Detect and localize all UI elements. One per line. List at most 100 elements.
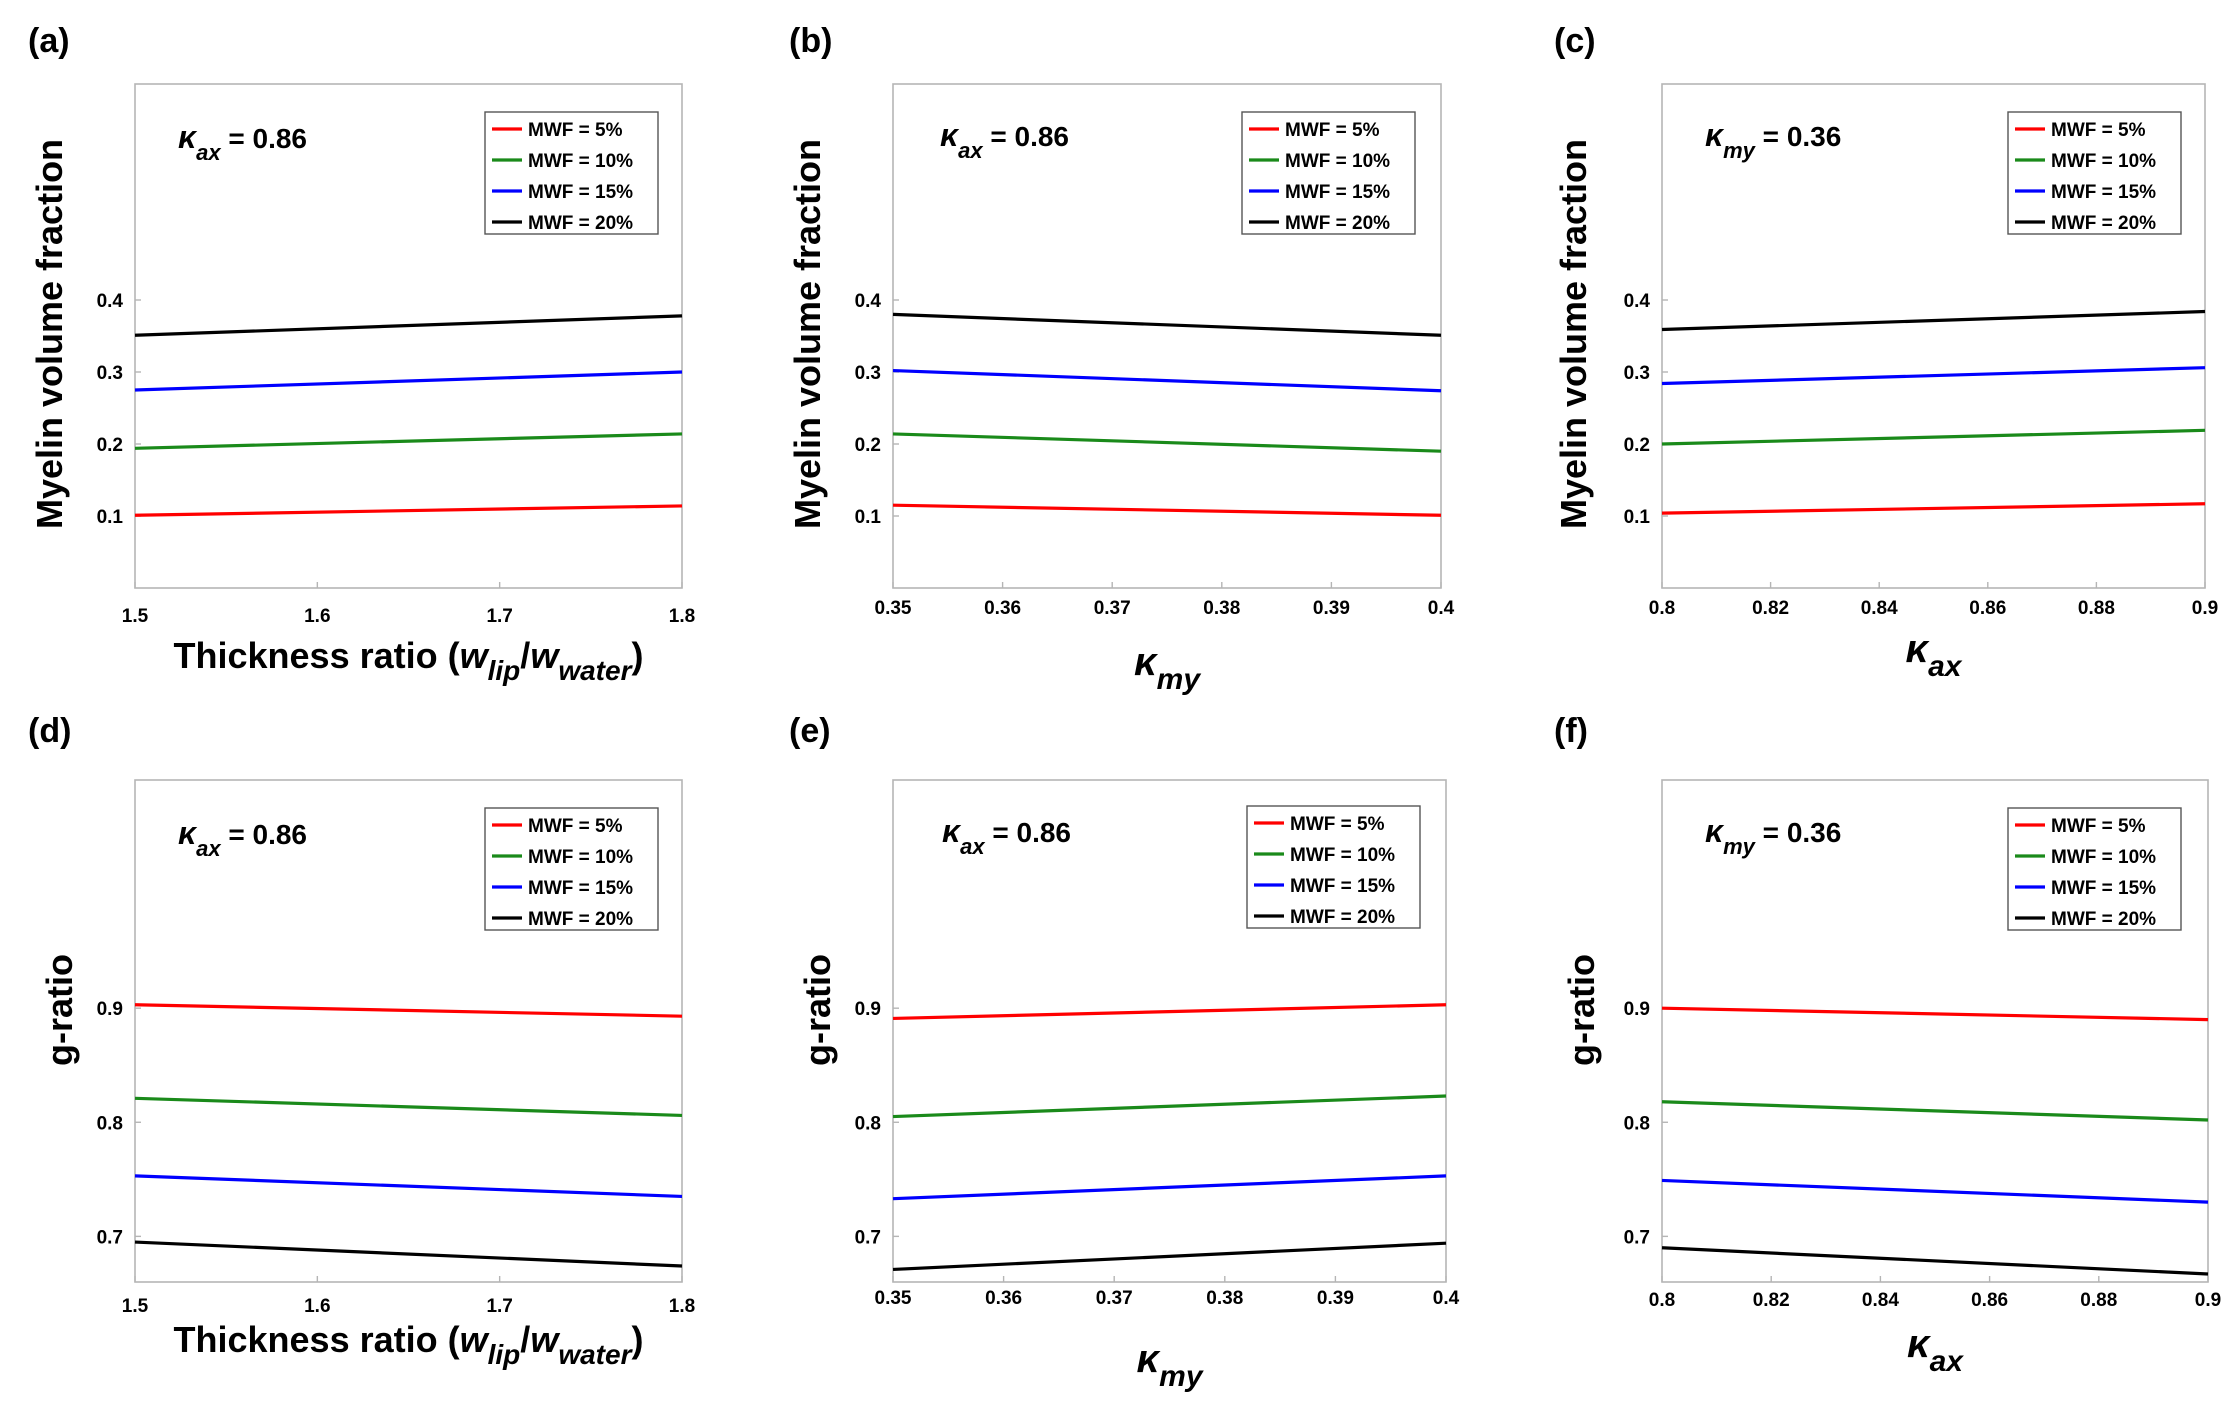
series-line-5pct: [892, 503, 1442, 517]
x-tick-label: 0.82: [1752, 598, 1789, 619]
x-tick-label: 0.35: [875, 598, 912, 619]
series-line-20pct: [134, 1240, 683, 1268]
x-tick-label: 0.9: [2192, 598, 2218, 619]
x-tick-label: 0.8: [1649, 598, 1675, 619]
series-line-10pct: [134, 1096, 683, 1118]
x-tick-label: 1.8: [669, 606, 695, 627]
plot-frame: [892, 779, 1447, 1283]
x-tick-label: 0.37: [1096, 1288, 1133, 1309]
panel-label: (e): [789, 712, 831, 750]
legend-entry: MWF = 20%: [2051, 909, 2156, 930]
legend-box: [484, 807, 659, 931]
legend-entry: MWF = 20%: [1285, 213, 1390, 234]
series-line-5pct: [892, 1003, 1447, 1021]
legend-entry: MWF = 20%: [528, 909, 633, 930]
legend: MWF = 5% MWF = 10% MWF = 15% MWF = 20%: [484, 807, 659, 931]
x-tick-label: 0.88: [2080, 1290, 2117, 1311]
panel-label: (d): [28, 712, 71, 750]
y-tick-label: 0.8: [855, 1113, 881, 1134]
legend-box: [2007, 807, 2182, 931]
series-line-10pct: [1661, 428, 2206, 446]
x-tick-label: 0.36: [984, 598, 1021, 619]
x-tick-label: 0.86: [1971, 1290, 2008, 1311]
legend-entry: MWF = 5%: [1290, 814, 1385, 835]
legend-box: [1241, 111, 1416, 235]
legend: MWF = 5% MWF = 10% MWF = 15% MWF = 20%: [1246, 805, 1421, 929]
y-tick-label: 0.4: [97, 291, 124, 312]
x-tick-label: 1.5: [122, 606, 149, 627]
series-line-10pct: [1661, 1100, 2209, 1122]
x-axis-title: κax: [1907, 1322, 1964, 1378]
parameter-annotation: κax = 0.86: [178, 815, 307, 861]
x-tick-label: 0.4: [1428, 598, 1455, 619]
y-tick-label: 0.7: [1624, 1227, 1650, 1248]
series-line-5pct: [1661, 502, 2206, 515]
y-axis-title: g-ratio: [39, 954, 80, 1066]
x-tick-label: 0.36: [985, 1288, 1022, 1309]
series-line-10pct: [892, 1094, 1447, 1119]
legend-entry: MWF = 20%: [528, 213, 633, 234]
legend-entry: MWF = 15%: [528, 878, 633, 899]
x-tick-label: 0.39: [1313, 598, 1350, 619]
y-tick-label: 0.1: [1624, 507, 1651, 528]
chart-panel-d: (d) 0.7 0.8 0.9 1.5 1.6 1.7 1.8 g-ratio Thickness…: [28, 712, 695, 1370]
series-line-5pct: [1661, 1006, 2209, 1022]
x-tick-label: 0.84: [1862, 1290, 1899, 1311]
x-tick-label: 0.8: [1649, 1290, 1675, 1311]
legend: MWF = 5% MWF = 10% MWF = 15% MWF = 20%: [484, 111, 659, 235]
legend-entry: MWF = 5%: [2051, 120, 2146, 141]
legend-box: [2007, 111, 2182, 235]
chart-panel-f: (f) 0.7 0.8 0.9 0.8 0.82 0.84 0.86 0.88 0.9 g-rati…: [1554, 712, 2221, 1378]
y-tick-label: 0.8: [97, 1113, 123, 1134]
x-tick-label: 1.5: [122, 1296, 149, 1317]
x-tick-label: 0.38: [1203, 598, 1240, 619]
series-line-20pct: [134, 314, 683, 337]
y-axis-title: Myelin volume fraction: [1553, 139, 1594, 529]
chart-panel-e: (e) 0.7 0.8 0.9 0.35 0.36 0.37 0.38 0.39 0.4 g-rat…: [789, 712, 1460, 1393]
y-tick-label: 0.3: [97, 363, 123, 384]
panel-label: (a): [28, 22, 70, 60]
x-tick-label: 0.4: [1433, 1288, 1460, 1309]
series-line-10pct: [892, 432, 1442, 453]
series-line-15pct: [134, 370, 683, 392]
parameter-annotation: κax = 0.86: [178, 119, 307, 165]
x-tick-label: 1.7: [486, 606, 512, 627]
chart-panel-b: (b) 0.1 0.2 0.3 0.4 0.35 0.36 0.37 0.38 0.39 0.4 My…: [787, 22, 1455, 696]
legend-entry: MWF = 15%: [1290, 876, 1395, 897]
plot-frame: [892, 83, 1442, 589]
plot-frame: [134, 83, 683, 589]
parameter-annotation: κmy = 0.36: [1705, 117, 1841, 163]
legend-entry: MWF = 10%: [528, 847, 633, 868]
parameter-annotation: κmy = 0.36: [1705, 813, 1841, 859]
panel-label: (c): [1554, 22, 1596, 60]
x-axis-title: κax: [1905, 627, 1962, 683]
legend-entry: MWF = 10%: [1290, 845, 1395, 866]
legend-entry: MWF = 15%: [1285, 182, 1390, 203]
legend: MWF = 5% MWF = 10% MWF = 15% MWF = 20%: [1241, 111, 1416, 235]
legend: MWF = 5% MWF = 10% MWF = 15% MWF = 20%: [2007, 807, 2182, 931]
series-line-5pct: [134, 1003, 683, 1018]
y-tick-label: 0.2: [1624, 435, 1650, 456]
legend-entry: MWF = 20%: [1290, 907, 1395, 928]
chart-panel-a: (a) 0.1 0.2 0.3 0.4 1.5 1.6 1.7 1.8 Myelin volume…: [28, 22, 695, 686]
x-tick-label: 0.84: [1861, 598, 1898, 619]
x-tick-label: 1.8: [669, 1296, 695, 1317]
y-tick-label: 0.4: [1624, 291, 1651, 312]
series-line-15pct: [892, 368, 1442, 393]
panel-label: (f): [1554, 712, 1588, 750]
y-axis-title: Myelin volume fraction: [787, 139, 828, 529]
legend-entry: MWF = 10%: [2051, 151, 2156, 172]
series-line-5pct: [134, 504, 683, 517]
x-tick-label: 0.88: [2078, 598, 2115, 619]
y-tick-label: 0.7: [97, 1227, 123, 1248]
series-line-20pct: [1661, 309, 2206, 332]
series-line-15pct: [1661, 366, 2206, 386]
legend-entry: MWF = 10%: [2051, 847, 2156, 868]
series-line-20pct: [892, 1241, 1447, 1272]
x-tick-label: 0.38: [1206, 1288, 1243, 1309]
series-line-15pct: [892, 1174, 1447, 1201]
y-tick-label: 0.1: [97, 507, 124, 528]
legend-entry: MWF = 15%: [2051, 878, 2156, 899]
y-axis-title: Myelin volume fraction: [29, 139, 70, 529]
